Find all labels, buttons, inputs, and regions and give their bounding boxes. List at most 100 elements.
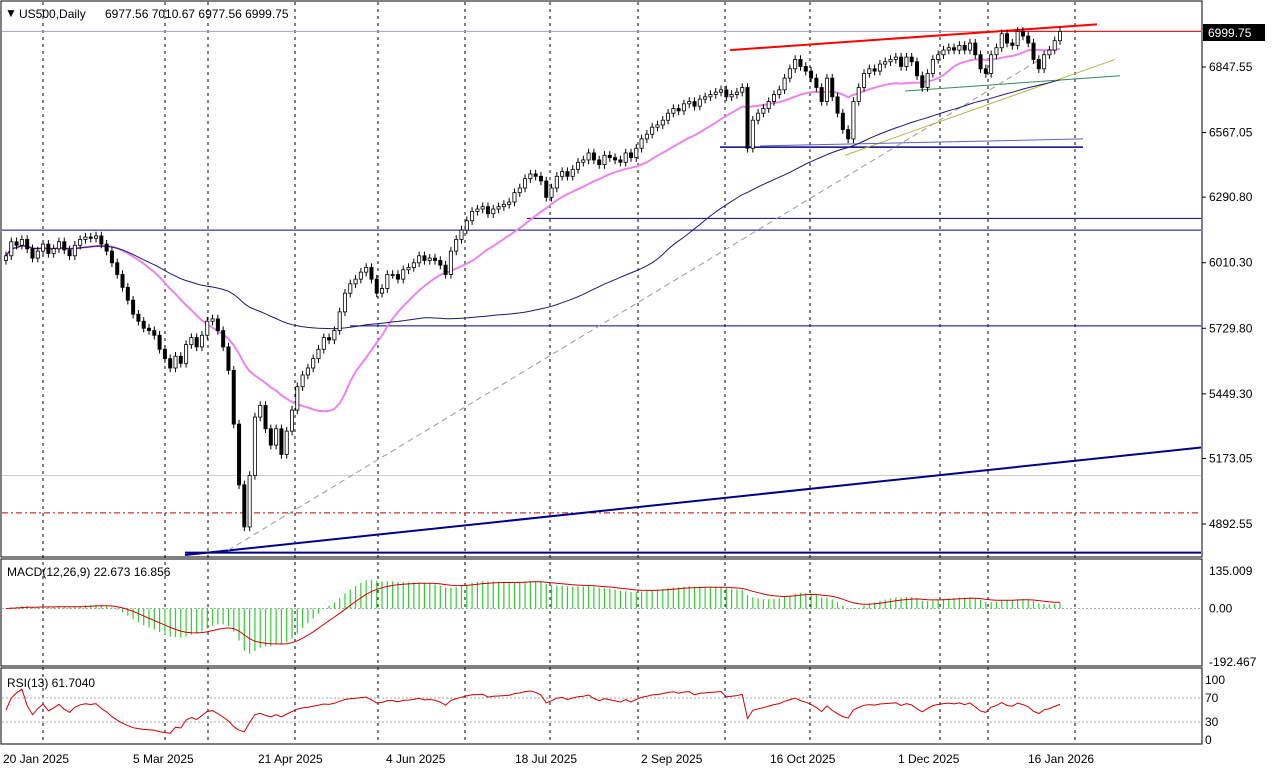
rsi-panel[interactable]: [0, 667, 1203, 745]
candle-body: [9, 241, 14, 257]
candle-body: [62, 241, 67, 251]
candle-body: [676, 108, 681, 112]
candle-body: [231, 369, 236, 425]
candle-body: [613, 157, 618, 161]
candle-body: [1042, 54, 1047, 70]
candle-body: [199, 334, 204, 348]
candle-body: [591, 152, 596, 161]
candle-body: [342, 292, 347, 313]
candle-body: [814, 77, 819, 88]
candle-body: [30, 248, 35, 259]
candle-body: [141, 320, 146, 329]
trendline-olive: [844, 58, 1116, 156]
candle-body: [528, 173, 533, 180]
candle-body: [655, 124, 660, 128]
candle-body: [1015, 30, 1020, 46]
candle-body: [692, 101, 697, 107]
candle-body: [952, 47, 957, 51]
candle-body: [523, 178, 528, 189]
candle-body: [581, 159, 586, 163]
candle-body: [544, 180, 549, 198]
candle-body: [1036, 59, 1041, 70]
candle-body: [623, 152, 628, 163]
trendline-red: [729, 23, 1098, 52]
candle-body: [464, 220, 469, 231]
candle-body: [374, 278, 379, 294]
candle-body: [480, 206, 485, 210]
candle-body: [427, 257, 432, 261]
candle-body: [348, 283, 353, 294]
candle-body: [491, 208, 496, 215]
candle-body: [380, 288, 385, 294]
candle-body: [570, 168, 575, 177]
candle-body: [957, 45, 962, 51]
macd-label: MACD(12,26,9) 22.673 16.856: [7, 565, 171, 579]
date-tick-label: 16 Oct 2025: [770, 752, 836, 766]
candle-body: [644, 133, 649, 140]
candle-body: [327, 337, 332, 341]
candle-body: [846, 129, 851, 140]
candle-body: [247, 475, 252, 528]
candle-body: [713, 91, 718, 95]
price-tick-label: 5173.05: [1209, 451, 1253, 465]
candle-body: [1005, 33, 1010, 44]
candle-body: [406, 267, 411, 271]
candle-body: [824, 77, 829, 102]
candle-body: [417, 255, 422, 264]
candle-body: [401, 269, 406, 280]
candle-body: [454, 239, 459, 252]
date-tick-label: 1 Dec 2025: [898, 752, 960, 766]
candle-body: [798, 59, 803, 67]
candle-body: [501, 203, 506, 208]
candle-body: [745, 87, 750, 149]
candle-body: [697, 98, 702, 107]
candle-body: [321, 337, 326, 350]
candle-body: [840, 112, 845, 130]
candle-body: [221, 330, 226, 348]
date-tick-label: 2 Sep 2025: [641, 752, 703, 766]
candle-body: [973, 42, 978, 56]
date-tick-label: 21 Apr 2025: [258, 752, 323, 766]
moving-average-pink: [5, 47, 1061, 413]
rsi-tick-label: 0: [1205, 733, 1212, 747]
ohlc-label: 6977.56 7010.67 6977.56 6999.75: [105, 7, 289, 21]
candle-body: [136, 313, 141, 322]
candle-body: [565, 171, 570, 177]
candle-body: [131, 299, 136, 315]
candle-body: [358, 271, 363, 280]
candle-body: [4, 255, 9, 261]
candle-body: [475, 208, 480, 212]
candle-body: [533, 173, 538, 177]
candle-body: [168, 358, 173, 369]
candle-body: [422, 255, 427, 261]
candle-body: [549, 187, 554, 198]
candle-body: [925, 73, 930, 88]
candle-body: [576, 161, 581, 170]
collapse-arrow-icon[interactable]: ▼: [5, 6, 17, 20]
candle-body: [660, 119, 665, 126]
candle-body: [290, 409, 295, 432]
candle-body: [978, 54, 983, 70]
candle-body: [634, 147, 639, 159]
price-tick-label: 4892.55: [1209, 517, 1253, 531]
price-tick-label: 5449.30: [1209, 387, 1253, 401]
price-panel[interactable]: [0, 0, 1203, 558]
candle-body: [25, 239, 30, 250]
candle-body: [554, 175, 559, 189]
macd-panel[interactable]: [0, 558, 1203, 667]
candle-body: [983, 68, 988, 74]
candle-body: [14, 241, 19, 246]
price-tick-label: 6567.05: [1209, 126, 1253, 140]
price-tick-label: 6847.55: [1209, 60, 1253, 74]
candle-body: [369, 267, 374, 280]
candle-body: [390, 274, 395, 276]
candle-body: [46, 243, 51, 254]
candle-body: [332, 330, 337, 341]
current-price-value: 6999.75: [1208, 26, 1252, 40]
candle-body: [708, 94, 713, 98]
candle-body: [507, 201, 512, 205]
date-tick-label: 16 Jan 2026: [1028, 752, 1094, 766]
candle-body: [671, 108, 676, 114]
candle-body: [56, 241, 61, 250]
